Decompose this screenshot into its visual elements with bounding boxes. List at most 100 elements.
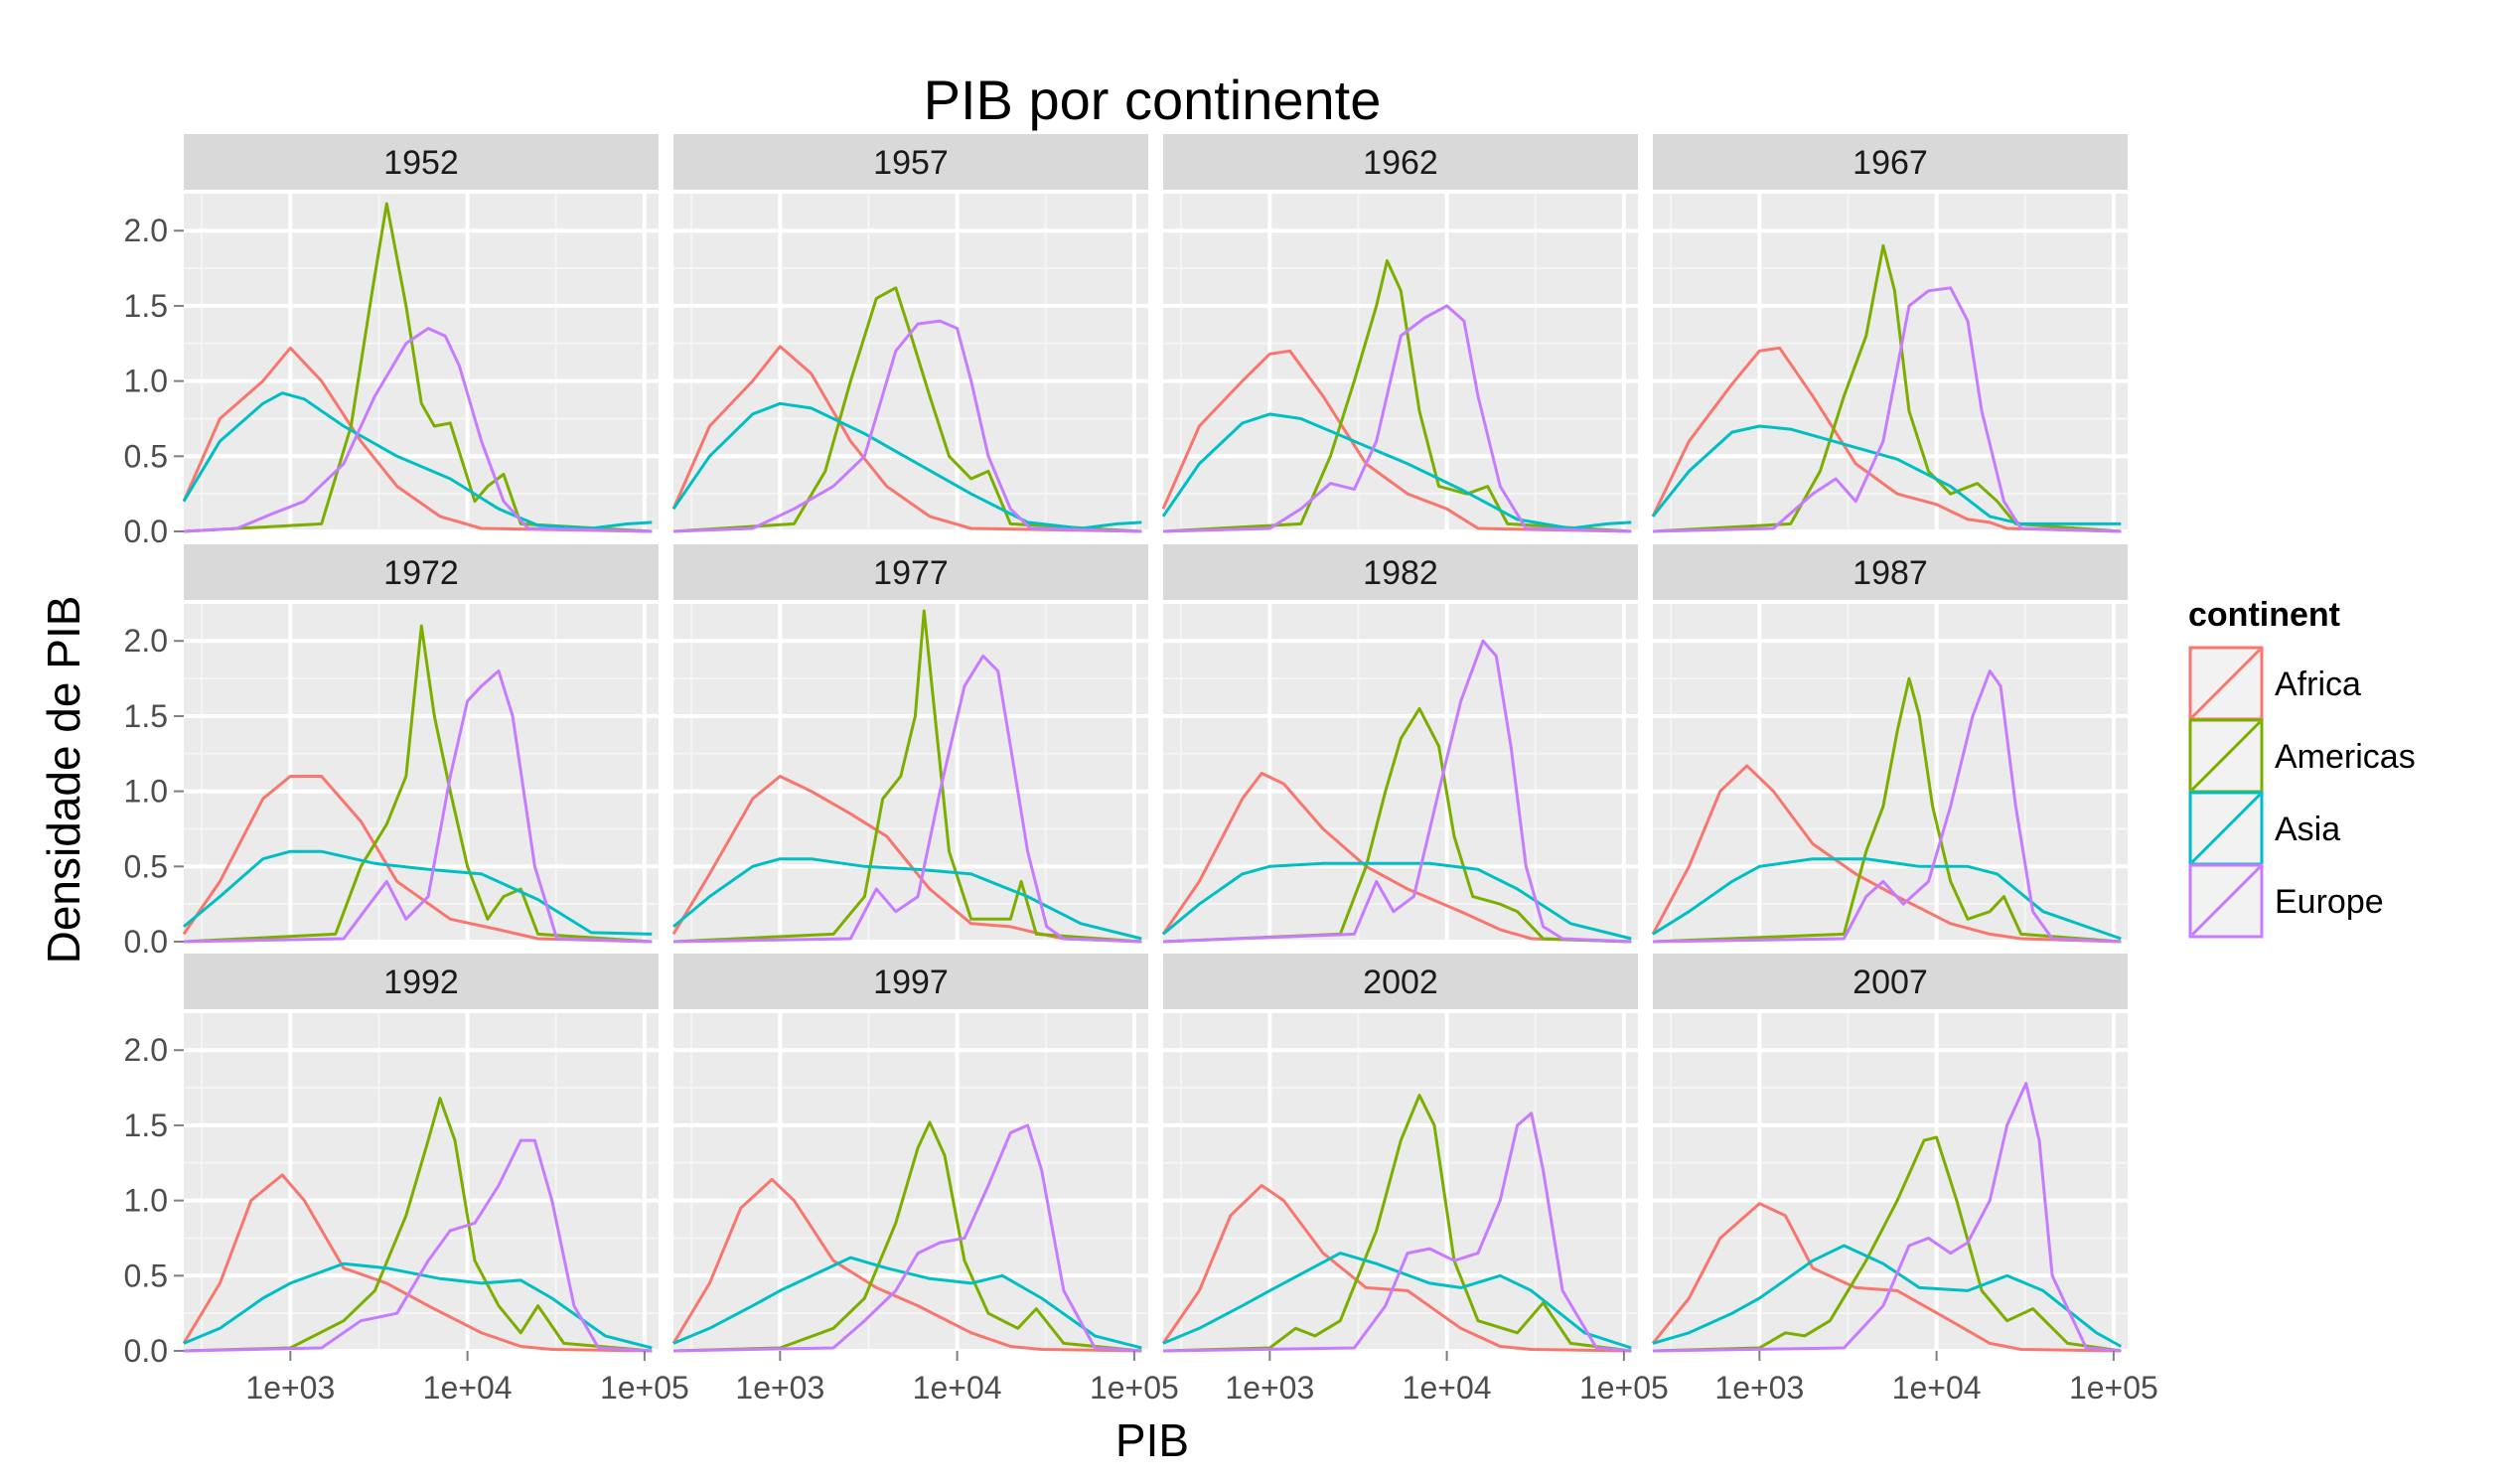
x-tick-label: 1e+03 [245, 1370, 335, 1406]
x-tick-label: 1e+03 [735, 1370, 824, 1406]
density-line-asia [1651, 424, 2122, 525]
facet-strip [1653, 954, 2128, 1009]
density-line-africa [1651, 346, 2122, 533]
legend-label: Americas [2275, 738, 2416, 776]
density-line-asia [672, 857, 1142, 941]
x-tick-label: 1e+03 [1714, 1370, 1804, 1406]
facet-strip-label: 1992 [383, 963, 459, 1001]
facet-strip [673, 134, 1148, 190]
plot-background [1163, 1013, 1638, 1351]
plot-background [673, 1013, 1148, 1351]
legend-item-asia: Asia [2188, 791, 2340, 866]
facet-panel-1977: 1977 [671, 544, 1148, 944]
density-line-europe [183, 1138, 653, 1353]
y-tick-label: 0.5 [124, 848, 168, 884]
density-line-africa [1651, 1202, 2122, 1353]
facet-strip [1653, 544, 2128, 600]
facet-strip [1163, 544, 1638, 600]
density-line-asia [1652, 857, 2122, 941]
plot-background [1163, 604, 1638, 942]
density-line-americas [672, 609, 1142, 944]
density-line-americas [672, 1120, 1142, 1353]
density-line-africa [182, 346, 653, 533]
density-line-americas [672, 286, 1142, 533]
density-line-europe [183, 327, 653, 533]
y-tick-label: 1.5 [124, 698, 168, 734]
density-line-asia [1161, 412, 1632, 530]
facet-panel-1967: 1967 [1651, 134, 2128, 533]
x-tick-label: 1e+04 [423, 1370, 513, 1406]
density-line-americas [1162, 706, 1632, 944]
x-tick-label: 1e+04 [1403, 1370, 1492, 1406]
y-tick-label: 0.0 [124, 514, 168, 549]
density-line-asia [183, 1261, 653, 1350]
x-tick-label: 1e+05 [600, 1370, 689, 1406]
y-tick-label: 1.5 [124, 1108, 168, 1143]
facet-strip-label: 1952 [383, 144, 459, 182]
facet-strip [1163, 954, 1638, 1009]
density-line-americas [1162, 259, 1632, 533]
facet-strip [184, 134, 659, 190]
legend-key-line [2190, 648, 2262, 719]
density-line-europe [1162, 304, 1632, 533]
density-line-europe [672, 654, 1142, 944]
plot-background [184, 1013, 659, 1351]
facet-panel-1997: 1997 1e+03 1e+04 1e+05 [671, 954, 1179, 1406]
legend: continent Africa Americas Asia Europe [2188, 596, 2416, 939]
x-tick-label: 1e+05 [1579, 1370, 1669, 1406]
x-tick-label: 1e+03 [1225, 1370, 1314, 1406]
legend-key-line [2190, 720, 2262, 792]
density-line-asia [182, 391, 653, 530]
plot-background [673, 194, 1148, 531]
facet-strip-label: 2002 [1363, 963, 1438, 1001]
density-line-europe [1162, 639, 1632, 944]
density-line-europe [1652, 1082, 2122, 1353]
facet-strip-label: 1997 [873, 963, 949, 1001]
plot-background [1653, 194, 2128, 531]
facet-panel-1992: 1992 0.0 0.5 1.0 1.5 2.0 1e+03 1e+04 1e+05 [124, 954, 689, 1406]
density-line-africa [1161, 1184, 1632, 1353]
facet-strip-label: 1972 [383, 554, 459, 592]
y-tick-label: 2.0 [124, 1032, 168, 1068]
density-line-europe [1162, 1111, 1632, 1353]
x-tick-label: 1e+05 [2069, 1370, 2158, 1406]
y-tick-label: 1.5 [124, 288, 168, 324]
y-tick-label: 0.5 [124, 1258, 168, 1293]
density-line-europe [1652, 286, 2122, 533]
y-tick-label: 0.0 [124, 1333, 168, 1369]
density-line-europe [672, 1123, 1142, 1353]
density-line-europe [672, 319, 1142, 533]
facet-strip-label: 1957 [873, 144, 949, 182]
facet-strip [1653, 134, 2128, 190]
legend-label: Asia [2275, 811, 2340, 848]
x-tick-label: 1e+04 [1892, 1370, 1982, 1406]
facet-panel-1972: 1972 0.0 0.5 1.0 1.5 2.0 [124, 544, 659, 960]
legend-item-americas: Americas [2188, 718, 2416, 794]
facet-strip-label: 1967 [1853, 144, 1928, 182]
density-line-europe [1652, 669, 2122, 944]
density-line-africa [671, 345, 1142, 533]
legend-key-line [2190, 865, 2262, 937]
y-tick-label: 0.0 [124, 924, 168, 960]
facet-strip [184, 544, 659, 600]
facet-strip-label: 1977 [873, 554, 949, 592]
density-line-americas [1652, 676, 2122, 944]
x-axis-title: PIB [1115, 1414, 1189, 1466]
y-axis-title: Densidade de PIB [38, 596, 89, 964]
density-line-europe [183, 669, 653, 944]
facet-panel-1962: 1962 [1161, 134, 1638, 533]
facet-strip-label: 1987 [1853, 554, 1928, 592]
density-line-asia [672, 1256, 1142, 1350]
density-line-americas [1652, 1135, 2122, 1353]
y-tick-label: 2.0 [124, 213, 168, 248]
y-tick-label: 1.0 [124, 364, 168, 399]
density-line-asia [1162, 1252, 1632, 1350]
y-tick-label: 1.0 [124, 774, 168, 810]
facet-panel-1982: 1982 [1161, 544, 1638, 944]
facet-strip [673, 544, 1148, 600]
facet-panel-1957: 1957 [671, 134, 1148, 533]
density-line-africa [182, 775, 653, 944]
facet-strip-label: 1982 [1363, 554, 1438, 592]
legend-item-africa: Africa [2188, 646, 2361, 721]
y-tick-label: 1.0 [124, 1183, 168, 1219]
